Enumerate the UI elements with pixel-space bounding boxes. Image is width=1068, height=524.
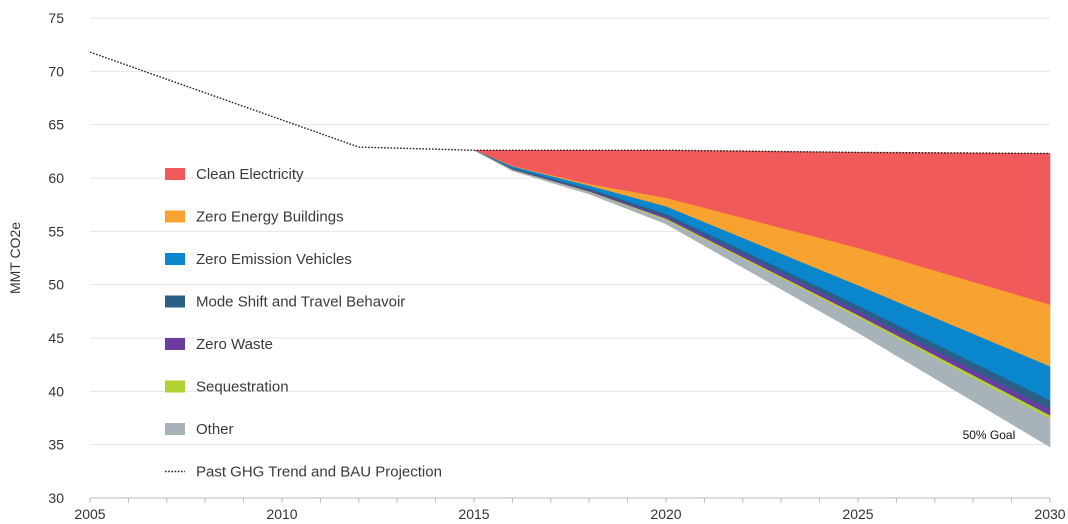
legend-swatch	[165, 380, 185, 393]
y-axis-title: MMT CO2e	[7, 222, 23, 294]
x-tick-label: 2010	[266, 506, 297, 522]
legend-label: Past GHG Trend and BAU Projection	[196, 464, 442, 481]
x-tick-label: 2030	[1034, 506, 1065, 522]
y-tick-label: 30	[48, 490, 64, 506]
y-tick-label: 55	[48, 223, 64, 239]
legend-label: Other	[196, 421, 234, 438]
y-tick-label: 70	[48, 63, 64, 79]
legend-swatch	[165, 168, 185, 180]
stacked-areas	[473, 149, 1051, 448]
trend-line	[89, 51, 1051, 155]
y-tick-label: 45	[48, 330, 64, 346]
legend-swatch	[165, 423, 185, 435]
trend-line-group	[89, 51, 1051, 155]
y-tick-label: 50	[48, 277, 64, 293]
legend-label: Zero Energy Buildings	[196, 209, 344, 226]
grid-lines	[90, 17, 1050, 499]
legend-label: Mode Shift and Travel Behavoir	[196, 294, 405, 311]
goal-annotation: 50% Goal	[963, 428, 1016, 442]
legend-label: Zero Emission Vehicles	[196, 251, 352, 268]
annotations: 50% Goal	[963, 428, 1016, 442]
y-tick-label: 65	[48, 117, 64, 133]
legend-swatch	[165, 210, 185, 223]
y-tick-label: 35	[48, 437, 64, 453]
legend-swatch	[165, 338, 185, 350]
area-other	[473, 150, 1051, 448]
y-tick-label: 40	[48, 383, 64, 399]
x-tick-label: 2005	[74, 506, 105, 522]
y-tick-label: 60	[48, 170, 64, 186]
legend-label: Sequestration	[196, 379, 289, 396]
legend-swatch	[165, 295, 185, 308]
legend: Clean Electricity Zero Energy Buildings Ze…	[165, 166, 442, 481]
legend-label: Zero Waste	[196, 336, 273, 353]
axes: 30 35 40 45 50 55 60 65 70 75 2005 2010 2015 2020 2025…	[7, 10, 1066, 522]
legend-swatch	[165, 253, 185, 265]
x-tick-label: 2015	[458, 506, 489, 522]
legend-label: Clean Electricity	[196, 166, 304, 183]
x-tick-label: 2025	[842, 506, 873, 522]
y-tick-label: 75	[48, 10, 64, 26]
x-tick-label: 2020	[650, 506, 681, 522]
